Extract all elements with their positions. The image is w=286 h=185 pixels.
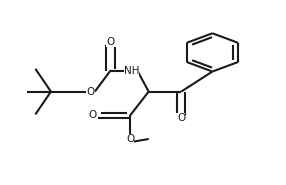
Text: O: O (88, 110, 97, 120)
Text: O: O (177, 113, 185, 123)
Text: NH: NH (124, 66, 139, 76)
Text: O: O (86, 87, 95, 97)
Text: O: O (126, 134, 134, 144)
Text: O: O (106, 37, 115, 47)
